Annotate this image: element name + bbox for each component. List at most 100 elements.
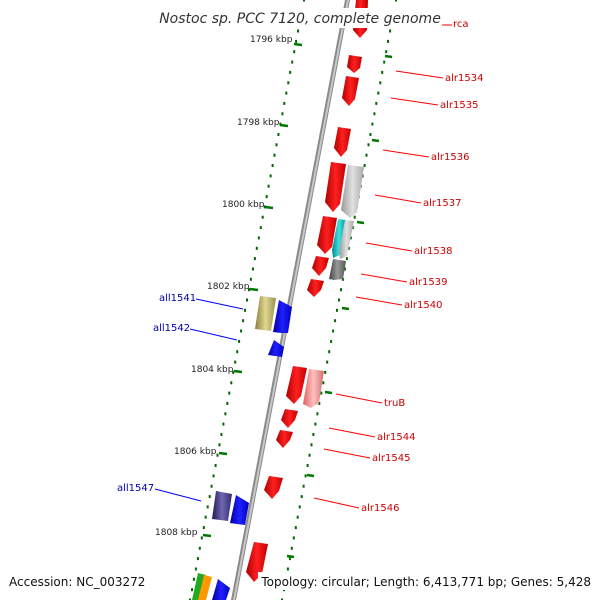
scale-dot (263, 205, 266, 209)
gene-alr1537-grey (341, 165, 364, 218)
gene-alr1546[interactable] (264, 476, 283, 499)
scale-dot (306, 464, 309, 467)
scale-dot (336, 308, 338, 312)
scale-tick (202, 533, 212, 538)
gene-alr1534[interactable] (347, 55, 362, 73)
gene-alr1540[interactable] (307, 279, 324, 297)
scale-dot (295, 39, 298, 43)
scale-dot (303, 0, 305, 2)
gene-label-all1542[interactable]: all1542 (153, 323, 190, 334)
scale-dot (347, 246, 350, 250)
scale-dot (255, 246, 258, 250)
scale-dot (228, 391, 231, 395)
gene-label-alr1544[interactable]: alr1544 (377, 432, 415, 443)
scale-dot (371, 122, 374, 126)
scale-tick-inner (384, 54, 393, 59)
gene-alr1535[interactable] (342, 76, 359, 106)
scale-dot (377, 91, 380, 95)
gene-label-alr1536[interactable]: alr1536 (431, 152, 469, 163)
scale-dot (363, 164, 366, 167)
gene-alr1537[interactable] (325, 162, 346, 212)
scale-dot (259, 226, 262, 230)
gene-alr1539[interactable] (312, 256, 329, 276)
scale-tick (264, 205, 274, 210)
footer-background-left (5, 572, 147, 590)
gene-label-alr1539[interactable]: alr1539 (409, 277, 447, 288)
scale-dot (202, 526, 205, 530)
scale-dot (343, 267, 346, 271)
scale-dot (367, 143, 370, 147)
forward-label-leaders (313, 24, 452, 509)
scale-dot (251, 267, 254, 271)
scale-dot (224, 412, 227, 416)
scale-dot (218, 443, 221, 447)
scale-dot (293, 50, 296, 54)
scale-dot (246, 298, 248, 302)
gene-bottom-forward[interactable] (246, 542, 268, 582)
gene-bottom-orange (198, 575, 212, 600)
gene-label-alr1537[interactable]: alr1537 (423, 198, 461, 209)
gene-all1547-navy (212, 491, 232, 521)
scale-dot (387, 39, 390, 43)
scale-dot (249, 277, 252, 281)
scale-dot (189, 598, 191, 600)
scale-dot (277, 133, 280, 136)
gene-label-alr1534[interactable]: alr1534 (445, 73, 483, 84)
scale-dot (281, 598, 283, 600)
footer-background-right (258, 572, 594, 590)
gene-label-rca[interactable]: rca (453, 19, 469, 30)
scale-dot (198, 546, 201, 550)
scale-dot (290, 546, 293, 550)
scale-dot (214, 464, 217, 467)
scale-dot (379, 81, 382, 85)
scale-dot (349, 236, 352, 240)
scale-label: 1806 kbp (174, 447, 217, 457)
scale-dot (210, 484, 213, 488)
scale-dot (298, 505, 301, 509)
scale-dot (230, 381, 233, 385)
scale-dot (353, 215, 356, 219)
scale-dot (373, 112, 376, 116)
scale-dot (269, 174, 272, 178)
gene-label-alr1538[interactable]: alr1538 (414, 246, 452, 257)
gene-label-alr1545[interactable]: alr1545 (372, 453, 410, 464)
gene-label-truB[interactable]: truB (384, 398, 405, 409)
gene-alr1545[interactable] (276, 430, 293, 448)
gene-label-all1541[interactable]: all1541 (159, 293, 196, 304)
gene-truB-pink (303, 369, 324, 408)
scale-dot (316, 412, 319, 416)
scale-dot (291, 60, 294, 64)
scale-dot (200, 536, 203, 540)
scale-dot (226, 401, 229, 405)
gene-all1547[interactable] (230, 495, 249, 525)
gene-alr1544[interactable] (281, 409, 298, 428)
gene-label-alr1546[interactable]: alr1546 (361, 503, 399, 514)
scale-dot (324, 370, 327, 374)
gene-label-alr1540[interactable]: alr1540 (404, 300, 442, 311)
gene-label-alr1535[interactable]: alr1535 (440, 100, 478, 111)
scale-dot (314, 422, 317, 426)
gene-alr1536[interactable] (334, 127, 351, 157)
scale-dot (340, 288, 342, 292)
scale-dot (302, 484, 305, 488)
scale-tick-inner (324, 390, 333, 395)
scale-dot (385, 50, 388, 54)
scale-label: 1798 kbp (237, 118, 280, 128)
scale-dot (240, 329, 243, 333)
gene-truB[interactable] (286, 366, 307, 404)
scale-dot (212, 474, 215, 478)
scale-dot (389, 29, 392, 33)
scale-dot (265, 195, 268, 199)
gene-alr1538[interactable] (317, 216, 337, 254)
forward-strand-genes (246, 0, 368, 582)
scale-tick (293, 42, 303, 47)
scale-dot (273, 153, 276, 157)
scale-dot (345, 257, 348, 261)
gene-bottom-reverse[interactable] (212, 579, 230, 600)
gene-bottom-green (192, 573, 206, 600)
gene-label-all1547[interactable]: all1547 (117, 483, 154, 494)
gene-all1542[interactable] (268, 340, 284, 357)
scale-dot (286, 567, 289, 571)
gene-all1541[interactable] (273, 300, 292, 333)
